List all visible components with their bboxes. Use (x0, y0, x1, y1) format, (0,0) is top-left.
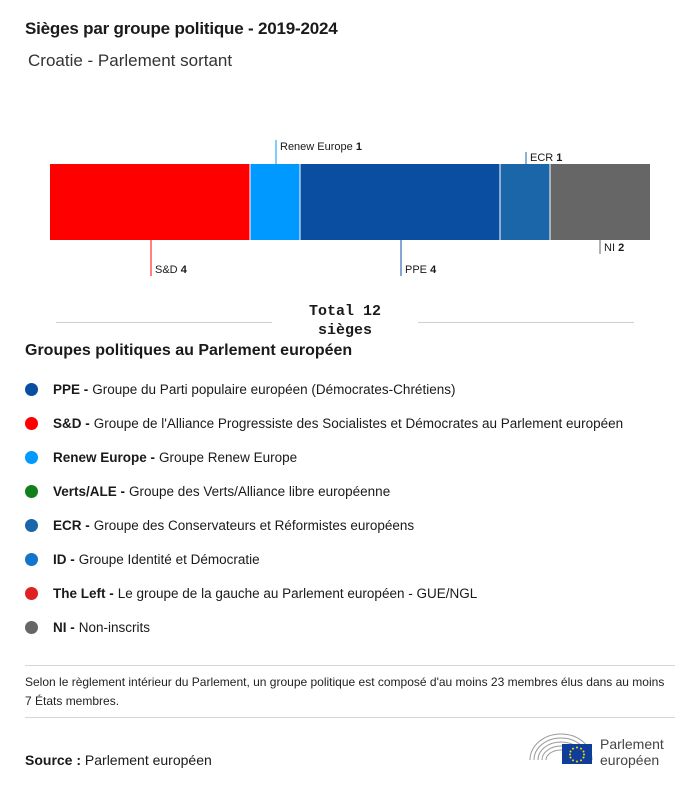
bar-segment (500, 164, 550, 240)
bar-label: PPE 4 (405, 264, 437, 276)
legend-swatch (25, 382, 38, 396)
legend-abbr: NI - (53, 619, 75, 635)
parliament-logo[interactable]: Parlement européen (528, 728, 678, 770)
legend-swatch (25, 518, 38, 532)
legend-abbr: Renew Europe - (53, 449, 156, 465)
legend-name: Groupe des Verts/Alliance libre européen… (129, 483, 391, 499)
bar-label-category: Renew Europe (280, 141, 356, 153)
total-divider-left (56, 322, 272, 323)
chart-title: Sièges par groupe politique - 2019-2024 (25, 19, 338, 38)
bar-label: S&D 4 (155, 264, 188, 276)
legend-item: S&D - Groupe de l'Alliance Progressiste d… (25, 406, 623, 440)
total-divider-right (418, 322, 634, 323)
divider (25, 717, 675, 718)
legend-title: Groupes politiques au Parlement européen (25, 342, 353, 359)
bar-segment (300, 164, 500, 240)
bar-label-value: 4 (181, 264, 188, 276)
legend-item: PPE - Groupe du Parti populaire européen … (25, 372, 623, 406)
legend-abbr: PPE - (53, 381, 89, 397)
legend-name: Groupe Renew Europe (159, 449, 298, 465)
stacked-bar-chart: S&D 4 Renew Europe 1 PPE 4 ECR 1 NI 2 (50, 140, 650, 276)
legend-swatch (25, 552, 38, 566)
legend-swatch (25, 484, 38, 498)
hemicycle-icon (529, 733, 593, 764)
bar-label-category: S&D (155, 264, 181, 276)
bar-label-value: 2 (618, 242, 624, 254)
bar-segment (550, 164, 650, 240)
bar-label: Renew Europe 1 (280, 141, 362, 153)
source-label: Source : (25, 752, 82, 768)
legend-name: Non-inscrits (78, 619, 151, 635)
legend-item: Verts/ALE - Groupe des Verts/Alliance lib… (25, 474, 623, 508)
bar-label-value: 1 (356, 141, 362, 153)
legend-name: Groupe de l'Alliance Progressiste des So… (93, 415, 624, 431)
bar-label-value: 1 (556, 152, 562, 164)
legend-abbr: Verts/ALE - (53, 483, 126, 499)
bar-label: ECR 1 (530, 152, 562, 164)
legend-swatch (25, 586, 38, 600)
chart-subtitle: Croatie - Parlement sortant (28, 51, 233, 70)
bar-label: NI 2 (604, 242, 624, 254)
legend-item: The Left - Le groupe de la gauche au Parl… (25, 576, 623, 610)
legend-swatch (25, 450, 38, 464)
total-seats-count: Total 12 (308, 303, 381, 320)
bar-label-category: ECR (530, 152, 556, 164)
legend-item: ECR - Groupe des Conservateurs et Réformi… (25, 508, 623, 542)
legend-abbr: S&D - (53, 415, 90, 431)
legend-name: Groupe Identité et Démocratie (78, 551, 260, 567)
total-seats-unit: sièges (317, 322, 372, 339)
bar-label-category: PPE (405, 264, 430, 276)
legend-item: ID - Groupe Identité et Démocratie (25, 542, 623, 576)
logo-text-line2: européen (600, 752, 660, 768)
divider (25, 665, 675, 666)
legend-item: Renew Europe - Groupe Renew Europe (25, 440, 623, 474)
legend-abbr: ECR - (53, 517, 90, 533)
legend-name: Groupe du Parti populaire européen (Démo… (92, 381, 456, 397)
footnote: Selon le règlement intérieur du Parlemen… (25, 675, 665, 708)
legend-name: Le groupe de la gauche au Parlement euro… (117, 585, 478, 601)
legend-abbr: The Left - (53, 585, 114, 601)
legend-item: NI - Non-inscrits (25, 610, 623, 644)
total-seats: Total 12 sièges (56, 302, 634, 340)
legend-name: Groupe des Conservateurs et Réformistes … (93, 517, 415, 533)
legend-abbr: ID - (53, 551, 75, 567)
logo-text-line1: Parlement (600, 736, 664, 752)
source-value: Parlement européen (84, 752, 212, 768)
legend-list: PPE - Groupe du Parti populaire européen … (25, 372, 623, 644)
legend-swatch (25, 620, 38, 634)
bar-segment (50, 164, 250, 240)
bar-segment (250, 164, 300, 240)
source-line: Source : Parlement européen (25, 752, 212, 768)
legend-swatch (25, 416, 38, 430)
bar-label-category: NI (604, 242, 618, 254)
bar-label-value: 4 (430, 264, 437, 276)
